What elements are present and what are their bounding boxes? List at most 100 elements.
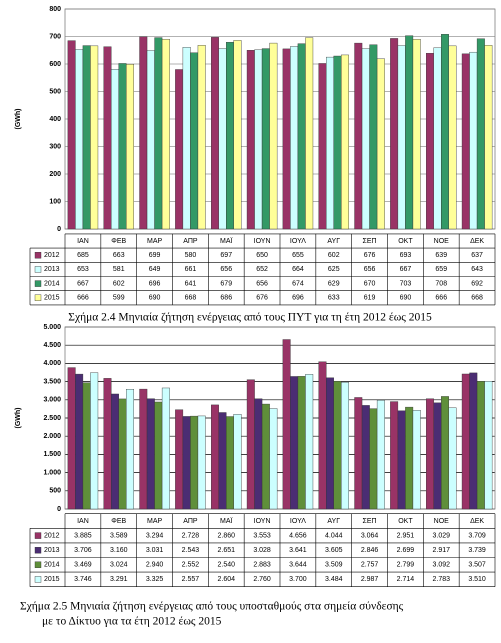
bar (226, 416, 234, 510)
bar (341, 54, 349, 230)
table-value: 708 (435, 280, 447, 287)
bar (161, 39, 170, 230)
bar (139, 388, 148, 510)
bar (476, 38, 485, 230)
table-value: 653 (77, 266, 89, 273)
bar (75, 373, 84, 510)
bar (103, 46, 112, 230)
table-value: 4.044 (325, 532, 343, 539)
table-value: 690 (400, 295, 412, 302)
table-value: 2.714 (397, 576, 415, 583)
table-value: 3.029 (432, 532, 450, 539)
caption: Σχήμα 2.5 Μηνιαία ζήτηση ενέργειας από τ… (20, 601, 404, 613)
table-value: 668 (185, 295, 197, 302)
bar (369, 408, 378, 510)
table-value: 2.846 (361, 547, 379, 554)
table-value: 3.507 (468, 562, 486, 569)
y-tick-label: 700 (49, 33, 61, 40)
x-tick-label: ΣΕΠ (363, 518, 377, 525)
bar (261, 48, 270, 230)
table-value: 690 (149, 295, 161, 302)
table-value: 3.739 (468, 547, 486, 554)
x-tick-label: ΑΠΡ (183, 518, 198, 525)
table-value: 3.294 (146, 532, 164, 539)
bar (326, 56, 334, 230)
bar (376, 400, 385, 510)
table-value: 3.092 (432, 562, 450, 569)
table-value: 676 (256, 295, 268, 302)
legend-label: 2015 (44, 576, 60, 583)
bar (318, 361, 327, 510)
bar (254, 398, 263, 510)
bar (111, 393, 119, 510)
bar (405, 406, 414, 510)
legend-label: 2012 (44, 532, 60, 539)
table-value: 4.656 (289, 532, 307, 539)
legend-label: 2014 (44, 562, 60, 569)
legend-label: 2013 (44, 547, 60, 554)
x-tick-label: ΑΠΡ (183, 238, 198, 245)
y-tick-label: 800 (49, 6, 61, 13)
bar (282, 339, 291, 510)
bar (254, 49, 263, 230)
table-value: 655 (292, 252, 304, 259)
x-tick-label: ΜΑΡ (147, 238, 163, 245)
legend-swatch (34, 294, 42, 301)
table-value: 663 (113, 252, 125, 259)
bar (448, 45, 457, 230)
table-value: 666 (435, 295, 447, 302)
table-value: 2.760 (253, 576, 271, 583)
y-tick-label: 1.500 (43, 451, 61, 458)
table-value: 2.860 (217, 532, 235, 539)
bar (154, 37, 163, 230)
table-value: 693 (400, 252, 412, 259)
table-value: 2.757 (361, 562, 379, 569)
table-value: 3.510 (468, 576, 486, 583)
table-value: 599 (113, 295, 125, 302)
y-tick-label: 2.000 (43, 433, 61, 440)
y-tick-label: 500 (49, 488, 61, 495)
bar (318, 63, 327, 230)
bar (448, 407, 457, 510)
bar (246, 50, 255, 230)
bar (441, 34, 449, 230)
table-value: 685 (77, 252, 89, 259)
bar (226, 42, 234, 230)
legend-swatch (34, 576, 42, 583)
table-value: 697 (220, 252, 232, 259)
y-tick-label: 600 (49, 61, 61, 68)
bar (412, 39, 421, 230)
table-value: 3.028 (253, 547, 271, 554)
bar (412, 410, 421, 510)
x-tick-label: ΜΑΪ (220, 517, 233, 525)
legend-label: 2012 (44, 252, 60, 259)
bar (233, 40, 242, 230)
table-value: 643 (471, 266, 483, 273)
bar (369, 44, 378, 230)
x-tick-label: ΣΕΠ (363, 238, 377, 245)
table-value: 670 (364, 280, 376, 287)
x-tick-label: ΔΕΚ (470, 238, 484, 245)
bar (210, 37, 219, 230)
legend-swatch (34, 266, 42, 273)
bar (103, 378, 112, 510)
table-value: 668 (471, 295, 483, 302)
bar (90, 45, 99, 230)
x-tick-label: ΙΑΝ (77, 518, 89, 525)
bar (305, 374, 314, 510)
bar (297, 43, 306, 230)
bar (197, 45, 206, 230)
table-value: 3.605 (325, 547, 343, 554)
table-value: 3.746 (74, 576, 92, 583)
x-tick-label: ΜΑΡ (147, 518, 163, 525)
table-value: 661 (185, 266, 197, 273)
bar (182, 416, 191, 510)
bar (67, 40, 76, 230)
table-value: 3.700 (289, 576, 307, 583)
table-value: 602 (328, 252, 340, 259)
table-value: 3.589 (110, 532, 128, 539)
table-value: 696 (149, 280, 161, 287)
table-value: 2.799 (397, 562, 415, 569)
bar (182, 47, 191, 230)
